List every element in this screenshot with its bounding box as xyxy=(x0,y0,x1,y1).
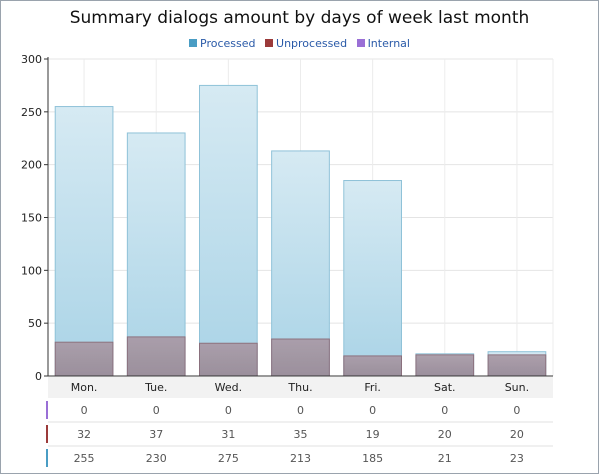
table-cell: 0 xyxy=(81,404,88,417)
category-label: Thu. xyxy=(287,381,312,394)
bar-unprocessed xyxy=(415,354,475,377)
ytick-label: 150 xyxy=(21,212,42,225)
bar-processed xyxy=(343,180,402,377)
table-cell: 0 xyxy=(513,404,520,417)
table-cell: 23 xyxy=(510,452,524,465)
bar-processed xyxy=(54,106,114,377)
ytick-label: 250 xyxy=(21,106,42,119)
table-cell: 255 xyxy=(74,452,95,465)
category-header-band xyxy=(48,377,553,398)
table-cell: 20 xyxy=(510,428,524,441)
category-label: Sat. xyxy=(434,381,456,394)
legend-label-processed: Processed xyxy=(200,37,256,50)
table-cell: 0 xyxy=(153,404,160,417)
category-label: Sun. xyxy=(505,381,529,394)
category-label: Mon. xyxy=(71,381,98,394)
table-cell: 275 xyxy=(218,452,239,465)
bar-unprocessed xyxy=(343,355,402,377)
table-cell: 230 xyxy=(146,452,167,465)
ytick-label: 50 xyxy=(28,317,42,330)
table-cell: 0 xyxy=(369,404,376,417)
bars-layer xyxy=(54,84,547,377)
table-cell: 31 xyxy=(221,428,235,441)
category-label: Wed. xyxy=(215,381,242,394)
bar-unprocessed xyxy=(54,341,114,377)
table-cell: 19 xyxy=(366,428,380,441)
legend-swatch-internal xyxy=(356,39,365,47)
table-cell: 32 xyxy=(77,428,91,441)
category-label: Fri. xyxy=(364,381,381,394)
data-table: Mon. Tue. Wed. Thu. Fri. Sat. Sun. 0 0 0 0 0 0 0 32 37 3… xyxy=(46,377,553,467)
legend-item-processed[interactable]: Processed xyxy=(189,37,256,50)
bar-processed xyxy=(199,84,258,377)
axes-layer: 0 50 100 150 200 250 300 xyxy=(21,53,553,383)
table-row-marker xyxy=(46,425,48,443)
bar-unprocessed xyxy=(199,342,258,377)
table-cell: 185 xyxy=(362,452,383,465)
table-cell: 35 xyxy=(294,428,308,441)
bar-processed xyxy=(126,132,186,377)
bar-unprocessed xyxy=(271,338,330,377)
table-row-marker xyxy=(46,401,48,419)
table-cell: 213 xyxy=(290,452,311,465)
ytick-label: 0 xyxy=(35,370,42,383)
bar-processed xyxy=(271,150,330,377)
bar-unprocessed xyxy=(487,354,547,377)
table-cell: 20 xyxy=(438,428,452,441)
table-cell: 37 xyxy=(149,428,163,441)
ytick-label: 200 xyxy=(21,159,42,172)
legend-swatch-unprocessed xyxy=(265,39,274,47)
legend-item-internal[interactable]: Internal xyxy=(356,37,410,50)
legend-swatch-processed xyxy=(189,39,198,47)
table-cell: 0 xyxy=(225,404,232,417)
table-cell: 0 xyxy=(441,404,448,417)
chart-title: Summary dialogs amount by days of week l… xyxy=(69,8,530,28)
table-cell: 0 xyxy=(297,404,304,417)
ytick-label: 300 xyxy=(21,53,42,66)
legend-item-unprocessed[interactable]: Unprocessed xyxy=(265,37,347,50)
table-row-marker xyxy=(46,449,48,467)
bar-unprocessed xyxy=(126,336,186,377)
legend-label-unprocessed: Unprocessed xyxy=(276,37,348,50)
table-cell: 21 xyxy=(438,452,452,465)
category-label: Tue. xyxy=(144,381,167,394)
legend-label-internal: Internal xyxy=(367,37,410,50)
ytick-label: 100 xyxy=(21,264,42,277)
chart-legend: Processed Unprocessed Internal xyxy=(0,37,599,50)
